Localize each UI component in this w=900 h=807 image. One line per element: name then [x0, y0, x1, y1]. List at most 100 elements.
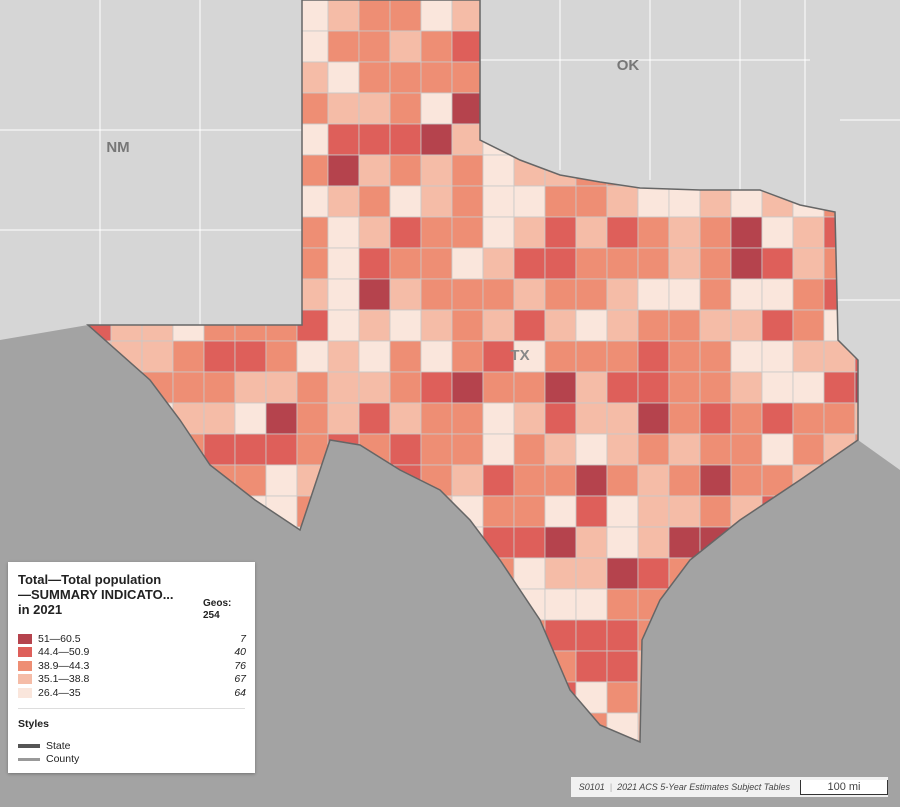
county[interactable] [513, 464, 546, 497]
county[interactable] [730, 0, 763, 32]
county[interactable] [234, 402, 267, 435]
county[interactable] [110, 154, 143, 187]
county[interactable] [451, 123, 484, 156]
county[interactable] [451, 309, 484, 342]
county[interactable] [482, 278, 515, 311]
county[interactable] [637, 433, 670, 466]
county[interactable] [513, 92, 546, 125]
county[interactable] [265, 464, 298, 497]
county[interactable] [606, 309, 639, 342]
county[interactable] [80, 30, 112, 63]
county[interactable] [699, 371, 732, 404]
county[interactable] [606, 278, 639, 311]
county[interactable] [265, 371, 298, 404]
county[interactable] [80, 0, 112, 32]
county[interactable] [761, 30, 794, 63]
county[interactable] [327, 61, 360, 94]
county[interactable] [172, 247, 205, 280]
county[interactable] [203, 216, 236, 249]
county[interactable] [699, 433, 732, 466]
county[interactable] [265, 61, 298, 94]
county[interactable] [110, 216, 143, 249]
county[interactable] [668, 92, 701, 125]
county[interactable] [358, 402, 391, 435]
county[interactable] [420, 309, 453, 342]
county[interactable] [730, 371, 763, 404]
county[interactable] [668, 154, 701, 187]
county[interactable] [544, 247, 577, 280]
county[interactable] [792, 371, 825, 404]
county[interactable] [358, 371, 391, 404]
county[interactable] [327, 123, 360, 156]
county[interactable] [265, 30, 298, 63]
county[interactable] [823, 278, 856, 311]
county[interactable] [265, 123, 298, 156]
county[interactable] [699, 185, 732, 218]
county[interactable] [575, 557, 608, 590]
county[interactable] [606, 154, 639, 187]
county[interactable] [172, 216, 205, 249]
county[interactable] [637, 0, 670, 32]
county[interactable] [389, 92, 422, 125]
county[interactable] [482, 61, 515, 94]
county[interactable] [854, 402, 886, 435]
county[interactable] [234, 185, 267, 218]
county[interactable] [203, 340, 236, 373]
county[interactable] [203, 278, 236, 311]
county[interactable] [761, 92, 794, 125]
county[interactable] [389, 340, 422, 373]
county[interactable] [203, 154, 236, 187]
county[interactable] [854, 0, 886, 32]
county[interactable] [854, 247, 886, 280]
county[interactable] [110, 247, 143, 280]
county[interactable] [389, 371, 422, 404]
county[interactable] [575, 495, 608, 528]
county[interactable] [792, 0, 825, 32]
county[interactable] [699, 92, 732, 125]
county[interactable] [327, 247, 360, 280]
county[interactable] [668, 185, 701, 218]
county[interactable] [823, 216, 856, 249]
county[interactable] [296, 402, 329, 435]
county[interactable] [327, 185, 360, 218]
county[interactable] [792, 61, 825, 94]
county[interactable] [513, 123, 546, 156]
county[interactable] [637, 464, 670, 497]
county[interactable] [234, 123, 267, 156]
county[interactable] [234, 278, 267, 311]
county[interactable] [389, 61, 422, 94]
county[interactable] [172, 0, 205, 32]
county[interactable] [203, 402, 236, 435]
county[interactable] [420, 123, 453, 156]
county[interactable] [823, 371, 856, 404]
county[interactable] [792, 309, 825, 342]
county[interactable] [420, 185, 453, 218]
county[interactable] [358, 30, 391, 63]
county[interactable] [792, 247, 825, 280]
county[interactable] [761, 433, 794, 466]
county[interactable] [761, 402, 794, 435]
county[interactable] [327, 30, 360, 63]
county[interactable] [110, 61, 143, 94]
county[interactable] [482, 247, 515, 280]
county[interactable] [823, 154, 856, 187]
county[interactable] [730, 30, 763, 63]
county[interactable] [513, 61, 546, 94]
county[interactable] [637, 247, 670, 280]
county[interactable] [761, 216, 794, 249]
county[interactable] [606, 433, 639, 466]
county[interactable] [420, 433, 453, 466]
county[interactable] [854, 61, 886, 94]
county[interactable] [420, 340, 453, 373]
county[interactable] [451, 402, 484, 435]
county[interactable] [792, 216, 825, 249]
county[interactable] [513, 0, 546, 32]
county[interactable] [389, 123, 422, 156]
county[interactable] [420, 247, 453, 280]
county[interactable] [575, 340, 608, 373]
county[interactable] [141, 247, 174, 280]
county[interactable] [792, 92, 825, 125]
county[interactable] [730, 123, 763, 156]
county[interactable] [420, 371, 453, 404]
county[interactable] [699, 402, 732, 435]
